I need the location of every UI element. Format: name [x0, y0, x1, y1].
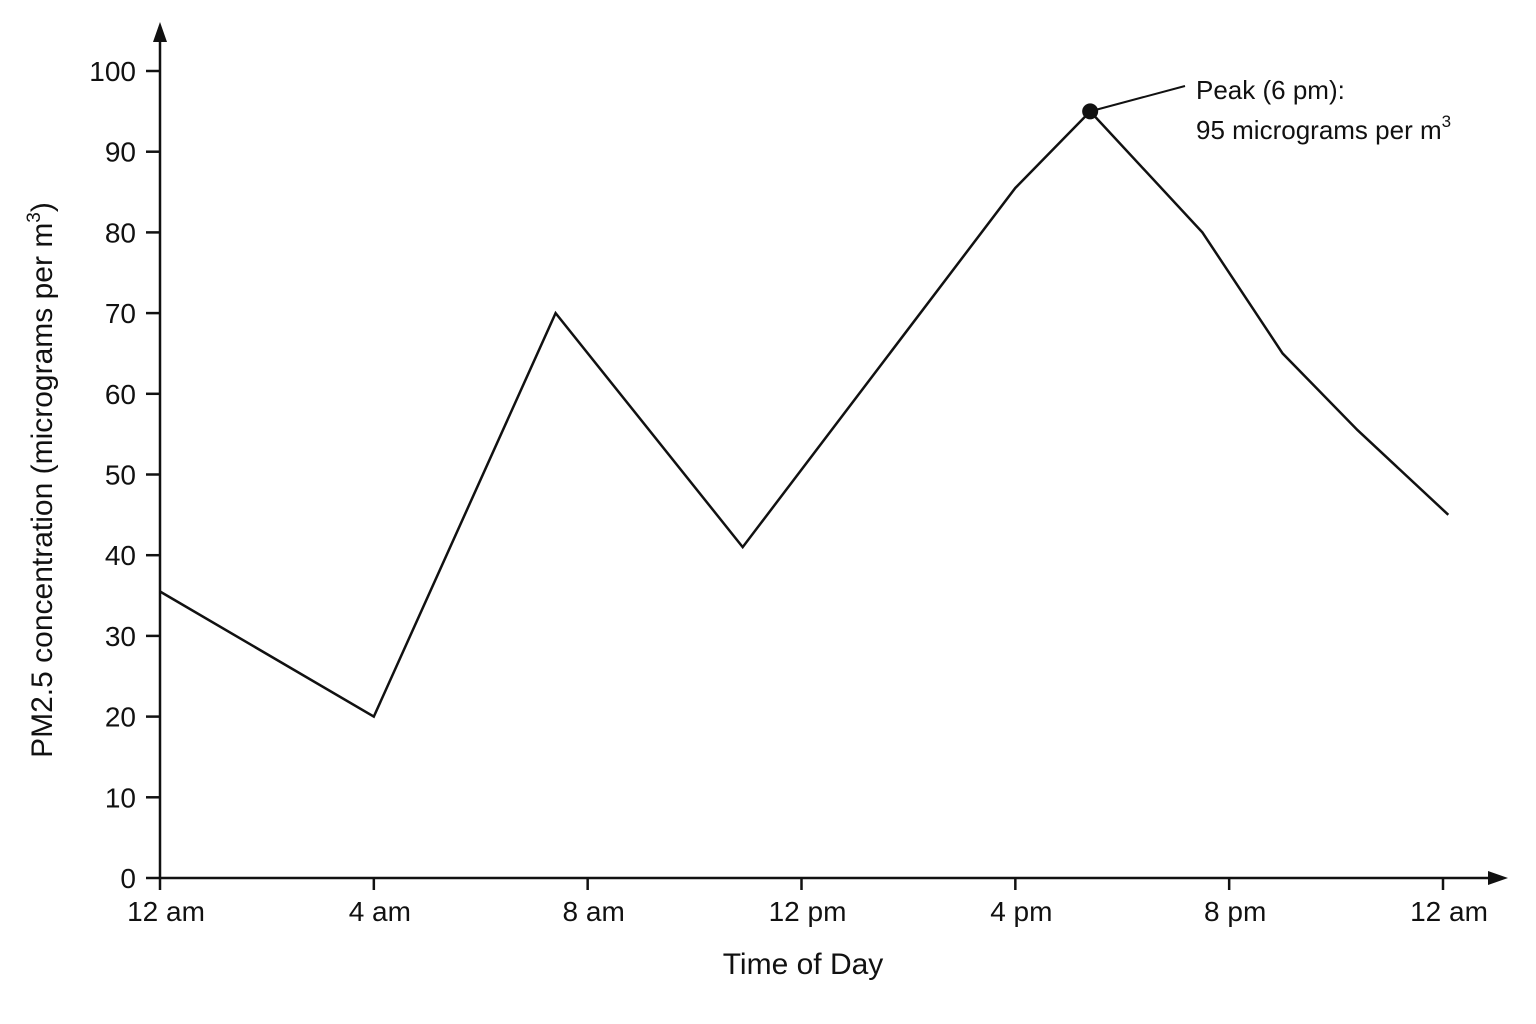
y-tick-label: 100 — [89, 56, 136, 87]
peak-annotation-leader — [1089, 85, 1186, 113]
y-tick-label: 30 — [105, 621, 136, 652]
x-tick-label: 4 am — [349, 896, 411, 927]
y-tick-label: 50 — [105, 460, 136, 491]
y-axis-title: PM2.5 concentration (micrograms per m3) — [24, 202, 59, 758]
x-tick-label: 8 am — [563, 896, 625, 927]
y-tick-label: 40 — [105, 540, 136, 571]
series-line — [159, 109, 1450, 719]
x-tick-label: 12 am — [1410, 896, 1488, 927]
x-axis-title: Time of Day — [723, 948, 884, 981]
y-axis-ticks: 0 10 20 30 40 50 60 70 80 90 100 — [89, 56, 160, 894]
y-tick-label: 70 — [105, 298, 136, 329]
peak-point-marker — [1082, 103, 1099, 120]
x-tick-label: 12 am — [127, 896, 205, 927]
y-tick-label: 10 — [105, 782, 136, 813]
y-tick-label: 80 — [105, 217, 136, 248]
peak-annotation-line2: 95 micrograms per m3 — [1196, 112, 1451, 145]
y-tick-label: 20 — [105, 702, 136, 733]
x-tick-label: 12 pm — [769, 896, 847, 927]
x-tick-label: 4 pm — [990, 896, 1052, 927]
y-tick-label: 90 — [105, 137, 136, 168]
peak-annotation-line1: Peak (6 pm): — [1196, 75, 1345, 105]
y-tick-label: 60 — [105, 379, 136, 410]
x-axis-ticks: 12 am 4 am 8 am 12 pm 4 pm 8 pm 12 am — [127, 878, 1488, 927]
y-tick-label: 0 — [120, 863, 136, 894]
x-axis-arrowhead — [1488, 871, 1508, 885]
y-axis-arrowhead — [153, 22, 167, 42]
x-tick-label: 8 pm — [1204, 896, 1266, 927]
